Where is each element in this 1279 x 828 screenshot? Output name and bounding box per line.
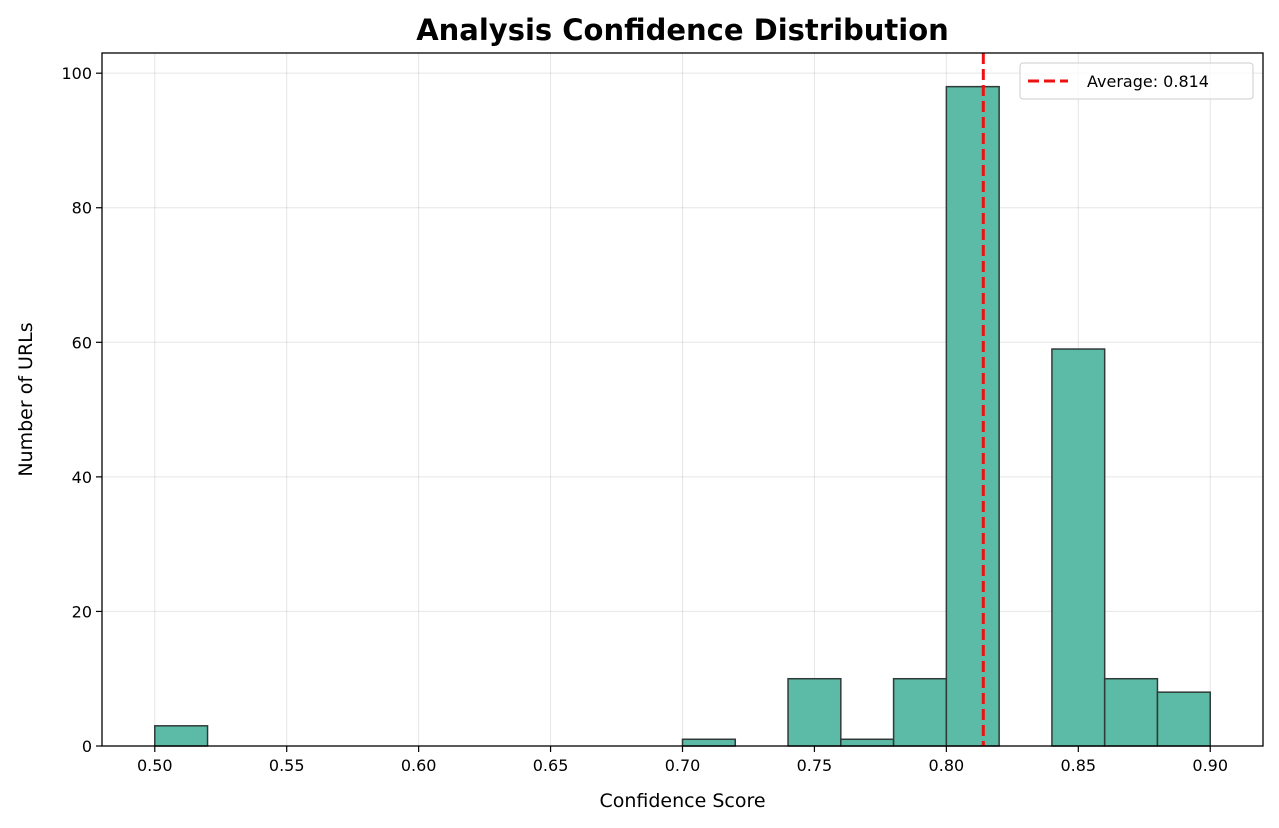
ticks: 0.50 0.55 0.60 0.65 0.70 0.75 0.80 0.85 0.90 0 20 4… xyxy=(61,64,1228,775)
x-tick-label: 0.70 xyxy=(665,756,701,775)
chart-title: Analysis Confidence Distribution xyxy=(416,13,949,47)
y-tick-label: 40 xyxy=(72,468,92,487)
x-tick-label: 0.80 xyxy=(929,756,965,775)
histogram-bar xyxy=(945,85,1000,747)
x-tick-label: 0.65 xyxy=(533,756,569,775)
x-axis-label: Confidence Score xyxy=(599,790,765,812)
y-tick-label: 80 xyxy=(72,199,92,218)
x-tick-label: 0.85 xyxy=(1060,756,1096,775)
histogram-bar xyxy=(892,677,948,747)
x-tick-label: 0.90 xyxy=(1192,756,1228,775)
y-tick-label: 0 xyxy=(82,737,92,756)
y-axis-label: Number of URLs xyxy=(15,322,37,476)
histogram-bar xyxy=(840,738,895,747)
bars xyxy=(154,85,1211,747)
x-tick-label: 0.50 xyxy=(137,756,173,775)
x-tick-label: 0.75 xyxy=(797,756,833,775)
legend-average-label: Average: 0.814 xyxy=(1087,72,1209,91)
x-tick-label: 0.60 xyxy=(401,756,437,775)
legend-box xyxy=(1019,62,1254,100)
histogram-bar xyxy=(1051,348,1106,747)
histogram-bar xyxy=(681,738,737,747)
x-tick-label: 0.55 xyxy=(269,756,305,775)
histogram-bar xyxy=(1156,691,1211,747)
histogram-bar xyxy=(787,677,842,747)
y-tick-label: 100 xyxy=(61,64,92,83)
y-tick-label: 20 xyxy=(72,602,92,621)
histogram-bar xyxy=(154,725,209,747)
legend: Average: 0.814 xyxy=(1019,62,1254,100)
histogram-bar xyxy=(1103,677,1159,747)
y-tick-label: 60 xyxy=(72,333,92,352)
